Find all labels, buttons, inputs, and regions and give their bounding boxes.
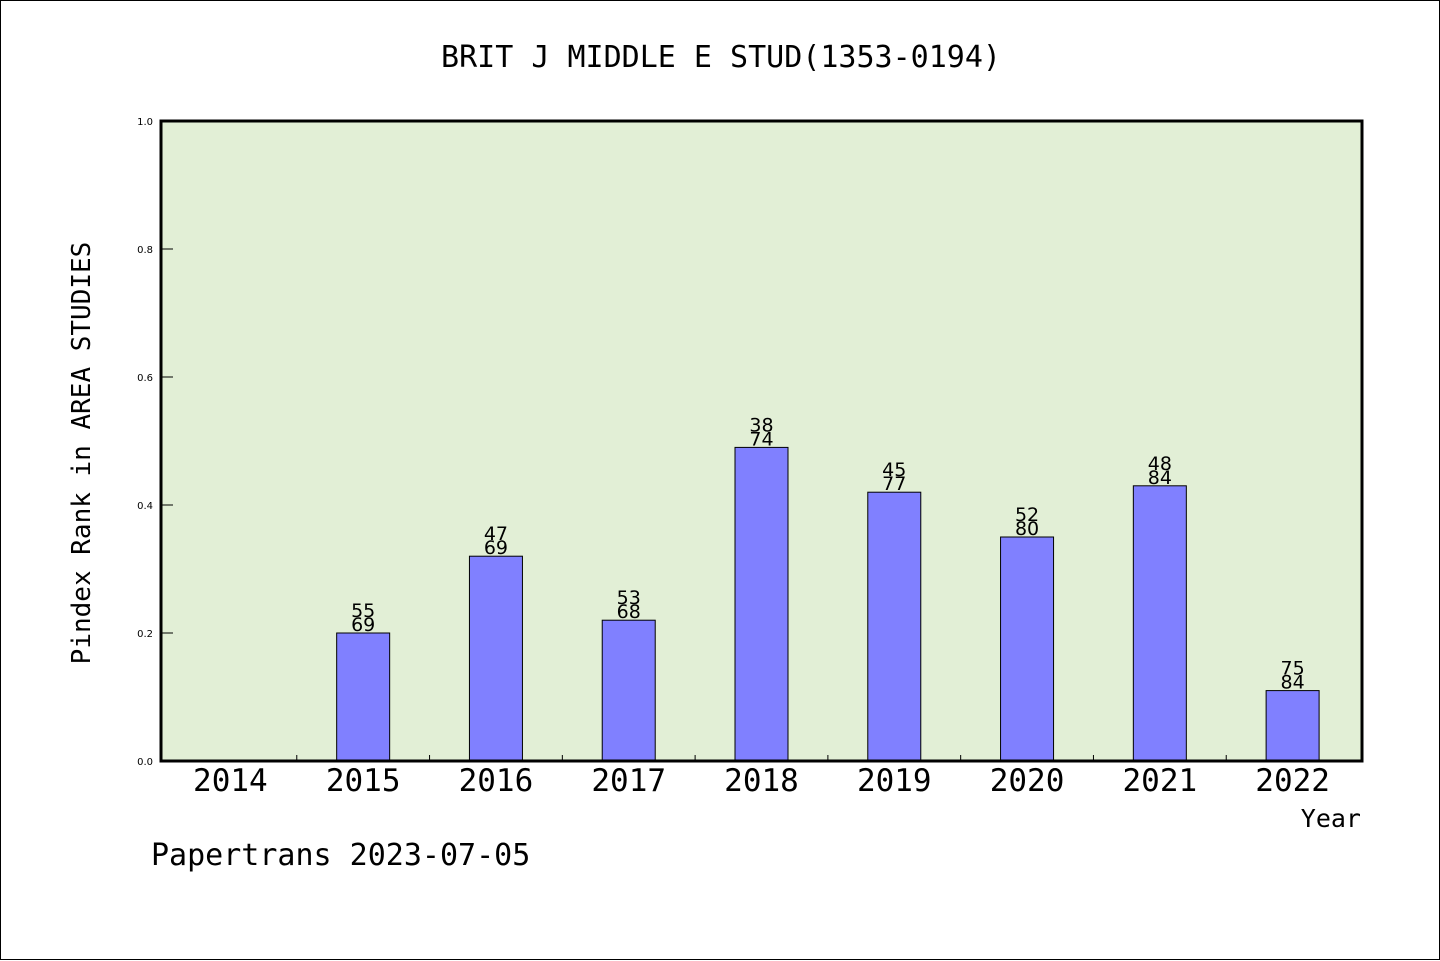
bar-label-rank: 75 <box>1281 658 1305 680</box>
bar-label-rank: 55 <box>351 600 375 622</box>
bar-label-total: 84 <box>1281 672 1305 694</box>
x-tick-label: 2022 <box>1255 763 1330 799</box>
y-axis-label: Pindex Rank in AREA STUDIES <box>67 242 97 665</box>
bar-2015 <box>336 632 391 762</box>
x-tick-label: 2014 <box>193 763 268 799</box>
x-axis-ticks: 2014 2015 2016 2017 2018 2019 2020 2021 2022 <box>193 755 1330 799</box>
bar-label-rank: 53 <box>617 587 641 609</box>
x-axis-label: Year <box>1301 804 1361 833</box>
y-tick-label: 0.0 <box>137 757 153 768</box>
bar-label-total: 77 <box>882 473 906 495</box>
bar-2018 <box>734 446 789 762</box>
bar-label-total: 84 <box>1148 467 1172 489</box>
bar-2017 <box>601 619 656 762</box>
y-tick-label: 1.0 <box>137 117 153 128</box>
bar-label-rank: 38 <box>749 414 773 436</box>
bar-2016 <box>468 555 523 762</box>
bars <box>336 446 1320 762</box>
x-tick-label: 2018 <box>724 763 799 799</box>
plot-border <box>159 119 1364 763</box>
x-tick-label: 2019 <box>857 763 932 799</box>
source-footer: Papertrans 2023-07-05 <box>151 838 530 873</box>
y-tick-label: 0.2 <box>137 629 153 640</box>
x-tick-label: 2021 <box>1123 763 1198 799</box>
bar-2022 <box>1265 690 1320 762</box>
bar-label-total: 69 <box>484 537 508 559</box>
bar-label-total: 74 <box>749 428 773 450</box>
y-tick-label: 0.8 <box>137 245 153 256</box>
bar-label-rank: 52 <box>1015 504 1039 526</box>
bar-label-total: 69 <box>351 614 375 636</box>
x-tick-label: 2016 <box>459 763 534 799</box>
bar-label-total: 80 <box>1015 518 1039 540</box>
x-tick-label: 2017 <box>591 763 666 799</box>
y-tick-label: 0.4 <box>137 501 153 512</box>
bar-label-rank: 45 <box>882 459 906 481</box>
bar-label-rank: 47 <box>484 523 508 545</box>
bar-2020 <box>1000 536 1055 762</box>
chart-title: BRIT J MIDDLE E STUD(1353-0194) <box>441 40 1001 75</box>
x-tick-label: 2020 <box>990 763 1065 799</box>
bar-2021 <box>1132 485 1187 762</box>
bar-label-rank: 48 <box>1148 453 1172 475</box>
bar-label-total: 68 <box>617 601 641 623</box>
bar-2019 <box>867 491 922 762</box>
y-tick-label: 0.6 <box>137 373 153 384</box>
x-tick-label: 2015 <box>326 763 401 799</box>
